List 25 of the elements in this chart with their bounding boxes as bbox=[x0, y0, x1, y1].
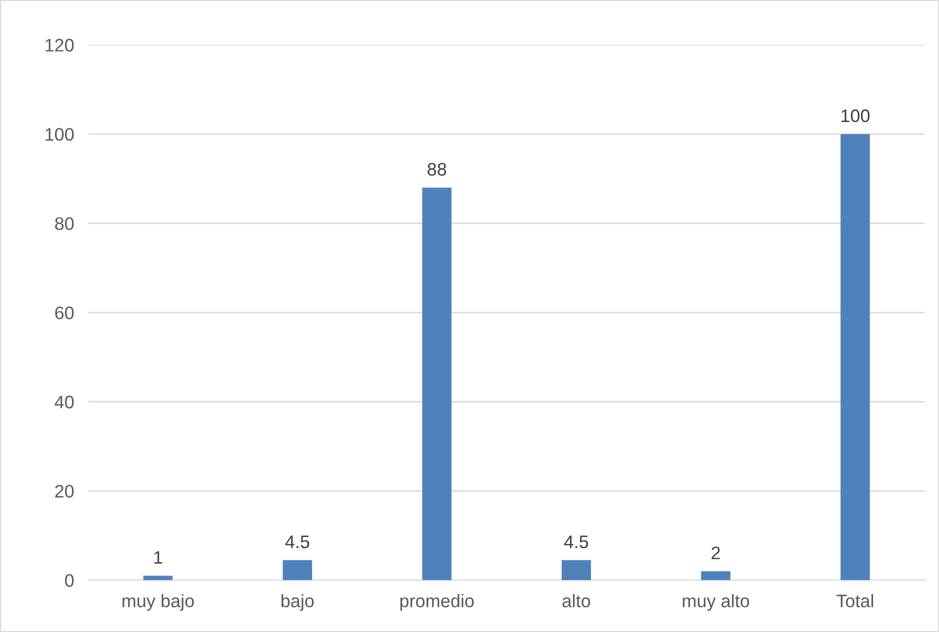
data-label: 1 bbox=[154, 551, 162, 564]
data-label: 100 bbox=[842, 109, 870, 122]
bar bbox=[422, 188, 452, 580]
x-tick-label: promedio bbox=[400, 594, 474, 611]
y-tick-label: 40 bbox=[54, 396, 74, 408]
x-tick-label: Total bbox=[836, 594, 874, 608]
data-label: 4.5 bbox=[564, 536, 588, 548]
bar bbox=[840, 134, 870, 580]
x-tick-label: bajo bbox=[282, 594, 314, 611]
y-tick-label: 0 bbox=[65, 574, 74, 587]
data-label: 2 bbox=[712, 546, 720, 560]
data-label: 4.5 bbox=[285, 536, 310, 548]
x-tick-label: alto bbox=[562, 594, 590, 608]
y-tick-label: 100 bbox=[46, 128, 74, 141]
x-tick-label: muy bajo bbox=[122, 594, 194, 611]
data-label: 88 bbox=[428, 162, 446, 176]
bar bbox=[282, 560, 312, 580]
y-tick-label: 60 bbox=[55, 306, 74, 320]
x-tick-label: muy alto bbox=[682, 594, 750, 611]
bar bbox=[701, 571, 730, 580]
y-tick-label: 80 bbox=[55, 217, 74, 230]
y-tick-label: 120 bbox=[46, 38, 74, 52]
bar bbox=[562, 560, 591, 580]
y-tick-label: 20 bbox=[55, 484, 74, 498]
bar bbox=[143, 576, 173, 580]
